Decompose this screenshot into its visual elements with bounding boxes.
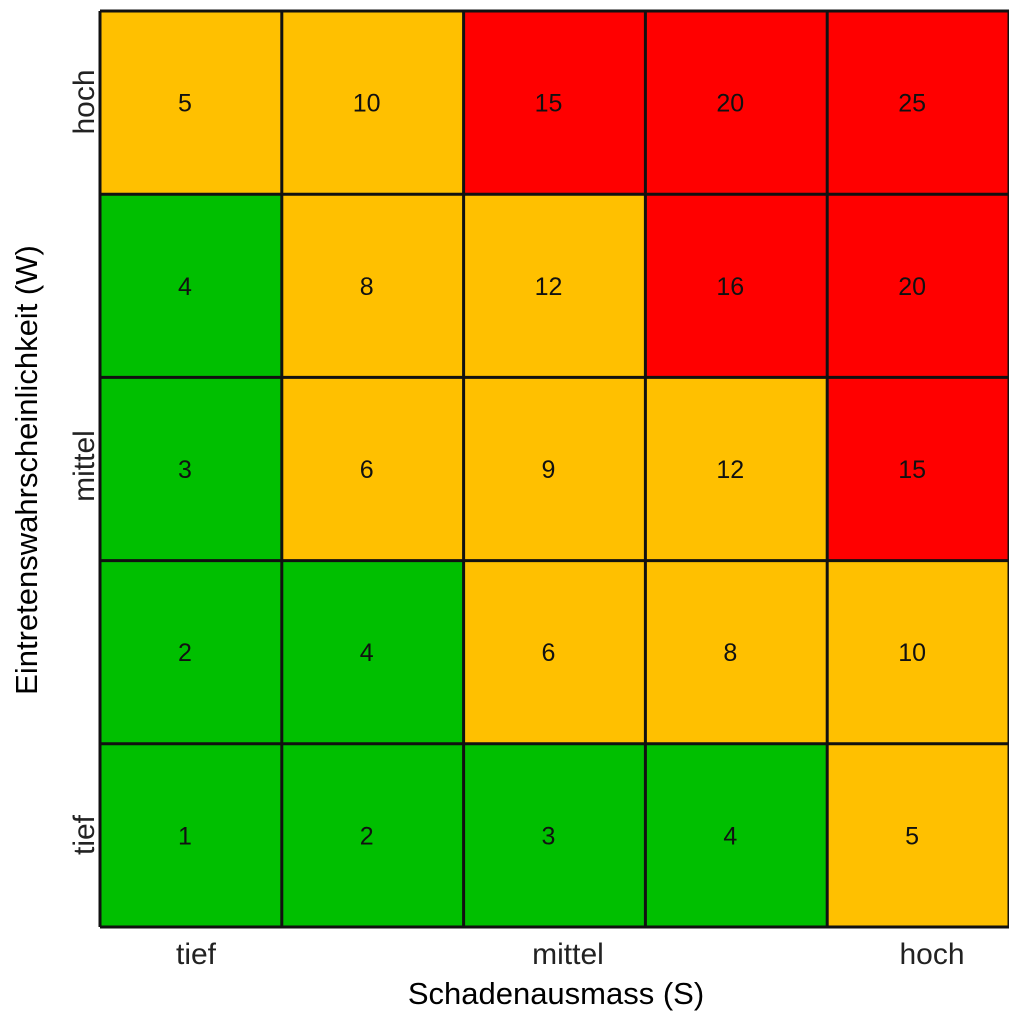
matrix-cell-r1-c2 <box>281 11 464 195</box>
cell-value-r5-c3: 3 <box>542 822 556 850</box>
cell-value-r2-c3: 12 <box>535 273 563 301</box>
cell-value-r2-c5: 20 <box>898 273 926 301</box>
cell-value-r2-c2: 8 <box>360 273 374 301</box>
cell-value-r1-c1: 5 <box>178 90 192 118</box>
matrix-cell-r3-c3 <box>463 377 646 561</box>
cell-value-r4-c1: 2 <box>178 639 192 667</box>
matrix-grid <box>98 9 1009 929</box>
cell-value-r3-c2: 6 <box>360 456 374 484</box>
matrix-cell-r4-c5 <box>827 560 1009 744</box>
matrix-cell-r2-c4 <box>645 194 828 378</box>
matrix-cell-r5-c5 <box>827 743 1009 927</box>
matrix-cell-r3-c4 <box>645 377 828 561</box>
matrix-cell-r2-c5 <box>827 194 1009 378</box>
cell-value-r3-c5: 15 <box>898 456 926 484</box>
cell-value-r1-c2: 10 <box>353 90 381 118</box>
x-tick-medium: mittel <box>532 938 604 971</box>
cell-value-r3-c3: 9 <box>542 456 556 484</box>
cell-value-r5-c1: 1 <box>178 822 192 850</box>
matrix-cell-r1-c5 <box>827 11 1009 195</box>
cell-value-r5-c4: 4 <box>723 822 737 850</box>
matrix-cell-r3-c2 <box>281 377 464 561</box>
cell-value-r1-c3: 15 <box>535 90 563 118</box>
matrix-cell-r4-c2 <box>281 560 464 744</box>
cell-value-r2-c4: 16 <box>716 273 744 301</box>
x-tick-high: hoch <box>899 938 964 971</box>
matrix-cell-r3-c5 <box>827 377 1009 561</box>
cell-value-r4-c5: 10 <box>898 639 926 667</box>
matrix-cells <box>100 11 1009 927</box>
matrix-cell-r5-c3 <box>463 743 646 927</box>
matrix-cell-r4-c3 <box>463 560 646 744</box>
cell-value-r2-c1: 4 <box>178 273 192 301</box>
matrix-cell-r2-c1 <box>100 194 282 378</box>
y-tick-low: tief <box>68 814 101 855</box>
y-tick-medium: mittel <box>68 430 101 502</box>
matrix-cell-r5-c1 <box>100 743 282 927</box>
matrix-cell-labels: 5 10 15 20 254 8 12 16 203 6 9 12 152 4 6 8 101 2 3 4 5 <box>178 90 926 851</box>
cell-value-r5-c5: 5 <box>905 822 919 850</box>
matrix-cell-r4-c4 <box>645 560 828 744</box>
matrix-cell-r3-c1 <box>100 377 282 561</box>
matrix-cell-r1-c3 <box>463 11 646 195</box>
cell-value-r4-c2: 4 <box>360 639 374 667</box>
cell-value-r4-c3: 6 <box>542 639 556 667</box>
matrix-cell-r2-c2 <box>281 194 464 378</box>
x-tick-low: tief <box>176 938 217 971</box>
cell-value-r5-c2: 2 <box>360 822 374 850</box>
y-tick-high: hoch <box>68 69 101 134</box>
x-axis-title: Schadenausmass (S) <box>408 976 704 1011</box>
cell-value-r4-c4: 8 <box>723 639 737 667</box>
cell-value-r3-c1: 3 <box>178 456 192 484</box>
cell-value-r1-c4: 20 <box>716 90 744 118</box>
matrix-cell-r2-c3 <box>463 194 646 378</box>
cell-value-r1-c5: 25 <box>898 90 926 118</box>
y-axis-title: Eintretenswahrscheinlichkeit (W) <box>9 245 44 695</box>
matrix-cell-r1-c4 <box>645 11 828 195</box>
matrix-cell-r4-c1 <box>100 560 282 744</box>
matrix-cell-r5-c4 <box>645 743 828 927</box>
matrix-cell-r5-c2 <box>281 743 464 927</box>
cell-value-r3-c4: 12 <box>716 456 744 484</box>
matrix-cell-r1-c1 <box>100 11 282 195</box>
